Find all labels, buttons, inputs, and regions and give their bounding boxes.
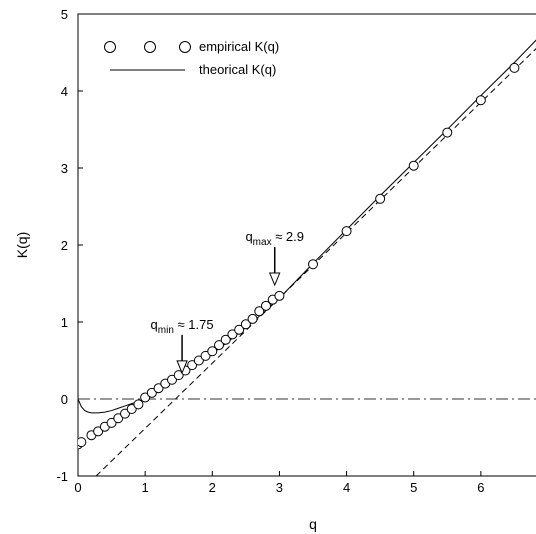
legend-marker xyxy=(179,41,191,53)
annotation-arrow-head xyxy=(268,272,281,287)
empirical-point xyxy=(509,62,520,73)
empirical-point xyxy=(375,193,386,204)
x-tick-label: 6 xyxy=(477,480,484,495)
y-axis-label: K(q) xyxy=(14,232,30,258)
x-tick-label: 1 xyxy=(142,480,149,495)
x-tick-label: 2 xyxy=(209,480,216,495)
empirical-point xyxy=(106,417,117,428)
annotation-base: q xyxy=(245,229,252,244)
annotation-label: qmin ≈ 1.75 xyxy=(151,317,214,336)
empirical-point xyxy=(153,383,164,394)
annotation-base: q xyxy=(151,317,158,332)
series-layer xyxy=(78,39,536,476)
asymptote-line xyxy=(95,48,536,476)
empirical-point xyxy=(146,387,157,398)
empirical-point xyxy=(240,319,251,330)
empirical-point xyxy=(308,259,318,270)
annotation-arrow-head xyxy=(176,360,188,375)
y-tick-label: 4 xyxy=(61,84,68,99)
legend-marker xyxy=(144,41,156,53)
empirical-point xyxy=(442,127,453,138)
y-tick-label: 0 xyxy=(61,392,68,407)
empirical-point xyxy=(133,399,144,410)
legend-label-empirical: empirical K(q) xyxy=(199,39,279,54)
empirical-point xyxy=(274,290,285,301)
x-tick-label: 3 xyxy=(276,480,283,495)
x-tick-label: 4 xyxy=(343,480,350,495)
plot-frame xyxy=(77,13,536,477)
y-tick-label: 3 xyxy=(61,161,68,176)
x-axis-label: q xyxy=(309,516,317,532)
empirical-point xyxy=(214,340,224,351)
empirical-point xyxy=(220,334,231,345)
empirical-point xyxy=(140,392,151,403)
empirical-point xyxy=(126,404,137,415)
empirical-point xyxy=(173,370,184,381)
annotation-value: ≈ 2.9 xyxy=(272,229,304,244)
empirical-point xyxy=(234,324,245,335)
x-tick-label: 5 xyxy=(410,480,417,495)
empirical-point xyxy=(200,350,211,361)
y-tick-label: 5 xyxy=(61,7,68,22)
theorical-curve xyxy=(78,39,536,414)
legend-label-theorical: theorical K(q) xyxy=(199,62,276,77)
empirical-point xyxy=(167,374,177,385)
annotation-subscript: max xyxy=(253,237,272,248)
empirical-point xyxy=(341,226,352,237)
empirical-point xyxy=(120,408,130,419)
empirical-point xyxy=(227,329,238,340)
empirical-point xyxy=(78,437,87,448)
empirical-point xyxy=(475,95,486,106)
empirical-point xyxy=(254,306,265,317)
annotation-subscript: min xyxy=(158,325,174,336)
y-tick-label: 2 xyxy=(61,238,68,253)
y-tick-label: 1 xyxy=(61,315,68,330)
empirical-point xyxy=(408,160,419,171)
empirical-point xyxy=(187,360,198,371)
empirical-point xyxy=(193,355,204,366)
empirical-point xyxy=(113,413,124,424)
empirical-point xyxy=(93,426,104,437)
annotation-value: ≈ 1.75 xyxy=(174,317,214,332)
annotation-label: qmax ≈ 2.9 xyxy=(245,229,304,248)
x-tick-label: 0 xyxy=(74,480,81,495)
empirical-point xyxy=(207,346,218,357)
empirical-point xyxy=(247,313,258,324)
legend-marker xyxy=(104,41,116,53)
y-tick-label: -1 xyxy=(56,469,68,484)
legend: empirical K(q) theorical K(q) xyxy=(104,39,279,77)
empirical-point xyxy=(261,300,271,311)
